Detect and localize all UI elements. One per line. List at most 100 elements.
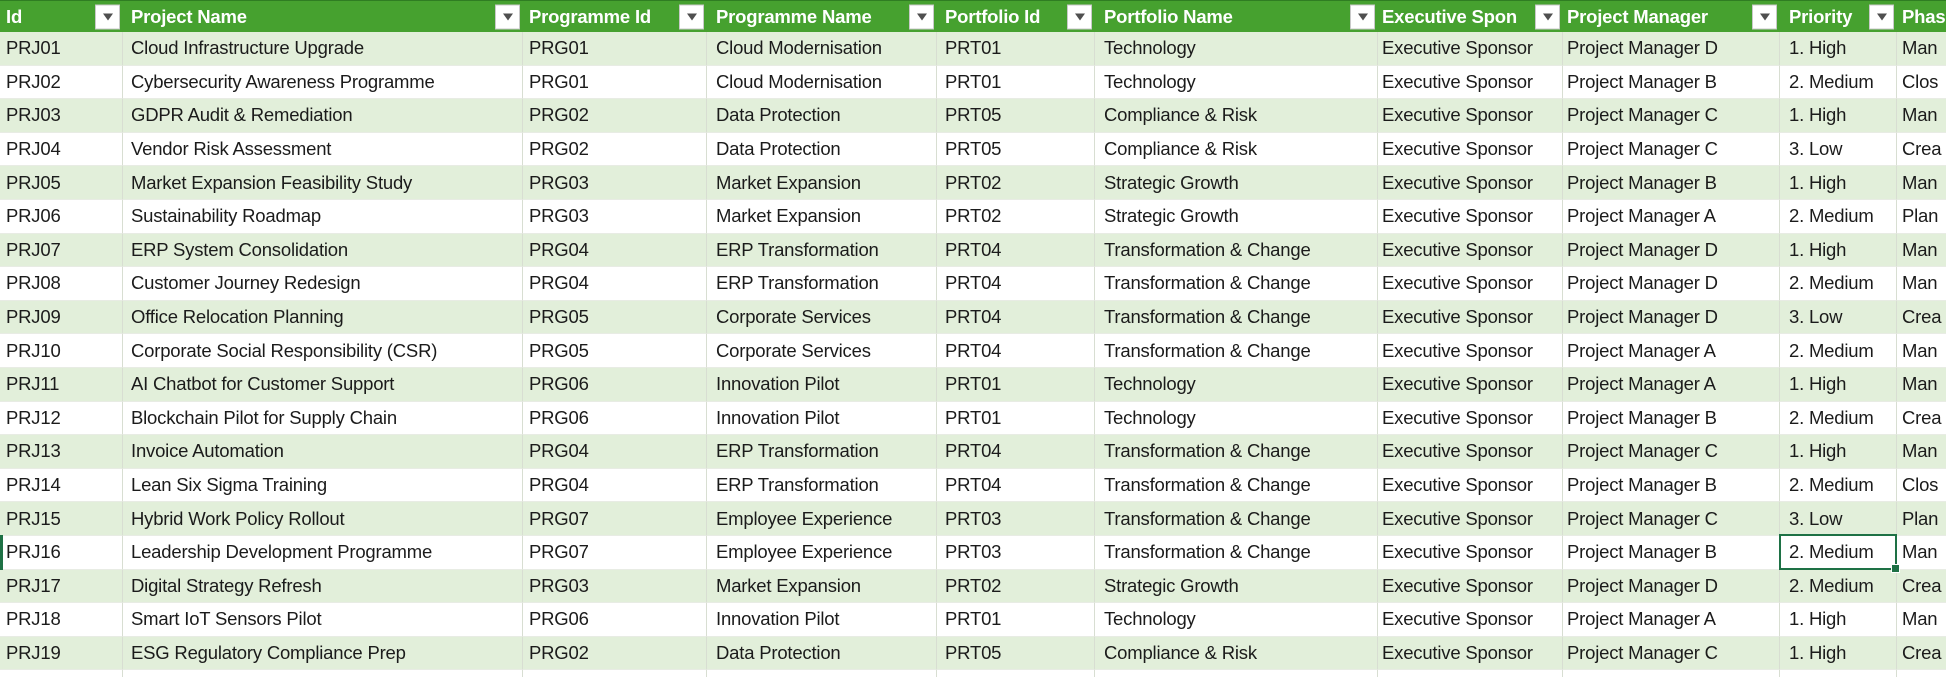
cell-PRJ02-project_manager[interactable]: Project Manager B: [1563, 65, 1780, 100]
cell-PRJ04-programme_name[interactable]: Data Protection: [707, 132, 937, 167]
cell-PRJ07-priority[interactable]: 1. High: [1780, 233, 1897, 268]
column-header-project_manager[interactable]: Project Manager: [1563, 1, 1780, 32]
cell-PRJ09-id[interactable]: PRJ09: [0, 300, 123, 335]
cell-PRJ02-phase[interactable]: Clos: [1897, 66, 1946, 100]
cell-PRJ01-programme_name[interactable]: Cloud Modernisation: [707, 32, 937, 66]
cell-PRJ16-programme_name[interactable]: Employee Experience: [707, 535, 937, 570]
cell-PRJ14-id[interactable]: PRJ14: [0, 468, 123, 503]
cell-PRJ01-executive_sponsor[interactable]: Executive Sponsor: [1378, 32, 1563, 66]
cell-PRJ17-portfolio_name[interactable]: Strategic Growth: [1095, 569, 1378, 604]
cell-PRJ03-programme_id[interactable]: PRG02: [523, 99, 707, 133]
cell-PRJ09-project_manager[interactable]: Project Manager D: [1563, 300, 1780, 335]
cell-PRJ19-project_name[interactable]: ESG Regulatory Compliance Prep: [123, 636, 523, 671]
column-header-id[interactable]: Id: [0, 1, 123, 32]
cell-PRJ07-programme_name[interactable]: ERP Transformation: [707, 233, 937, 268]
cell-PRJ08-programme_id[interactable]: PRG04: [523, 267, 707, 301]
cell-PRJ01-id[interactable]: PRJ01: [0, 32, 123, 66]
cell-empty[interactable]: [1897, 670, 1946, 677]
cell-PRJ02-executive_sponsor[interactable]: Executive Sponsor: [1378, 65, 1563, 100]
filter-dropdown-button[interactable]: [1350, 4, 1375, 29]
cell-PRJ03-priority[interactable]: 1. High: [1780, 99, 1897, 133]
cell-PRJ16-portfolio_id[interactable]: PRT03: [937, 535, 1095, 570]
cell-PRJ03-phase[interactable]: Man: [1897, 99, 1946, 133]
cell-PRJ19-project_manager[interactable]: Project Manager C: [1563, 636, 1780, 671]
cell-PRJ13-priority[interactable]: 1. High: [1780, 435, 1897, 469]
cell-empty[interactable]: [1780, 670, 1897, 677]
cell-PRJ18-portfolio_id[interactable]: PRT01: [937, 603, 1095, 637]
cell-PRJ08-project_manager[interactable]: Project Manager D: [1563, 267, 1780, 301]
cell-PRJ07-portfolio_name[interactable]: Transformation & Change: [1095, 233, 1378, 268]
cell-PRJ15-id[interactable]: PRJ15: [0, 502, 123, 536]
cell-PRJ05-priority[interactable]: 1. High: [1780, 166, 1897, 200]
cell-PRJ12-phase[interactable]: Crea: [1897, 402, 1946, 436]
cell-empty[interactable]: [707, 670, 937, 677]
cell-PRJ13-programme_id[interactable]: PRG04: [523, 435, 707, 469]
filter-dropdown-button[interactable]: [909, 4, 934, 29]
cell-PRJ15-programme_name[interactable]: Employee Experience: [707, 502, 937, 536]
cell-PRJ15-programme_id[interactable]: PRG07: [523, 502, 707, 536]
cell-empty[interactable]: [1095, 670, 1378, 677]
cell-PRJ14-portfolio_name[interactable]: Transformation & Change: [1095, 468, 1378, 503]
cell-PRJ01-project_manager[interactable]: Project Manager D: [1563, 32, 1780, 66]
cell-PRJ01-portfolio_id[interactable]: PRT01: [937, 32, 1095, 66]
cell-PRJ14-project_name[interactable]: Lean Six Sigma Training: [123, 468, 523, 503]
cell-PRJ01-priority[interactable]: 1. High: [1780, 32, 1897, 66]
cell-PRJ11-programme_name[interactable]: Innovation Pilot: [707, 367, 937, 402]
cell-PRJ07-portfolio_id[interactable]: PRT04: [937, 233, 1095, 268]
cell-PRJ13-portfolio_name[interactable]: Transformation & Change: [1095, 435, 1378, 469]
cell-PRJ17-executive_sponsor[interactable]: Executive Sponsor: [1378, 569, 1563, 604]
cell-PRJ18-priority[interactable]: 1. High: [1780, 603, 1897, 637]
cell-PRJ10-priority[interactable]: 2. Medium: [1780, 334, 1897, 368]
cell-PRJ08-portfolio_name[interactable]: Transformation & Change: [1095, 267, 1378, 301]
cell-PRJ02-programme_id[interactable]: PRG01: [523, 65, 707, 100]
cell-PRJ19-portfolio_name[interactable]: Compliance & Risk: [1095, 636, 1378, 671]
cell-empty[interactable]: [123, 670, 523, 677]
cell-PRJ14-portfolio_id[interactable]: PRT04: [937, 468, 1095, 503]
cell-PRJ14-priority[interactable]: 2. Medium: [1780, 468, 1897, 503]
cell-PRJ12-programme_name[interactable]: Innovation Pilot: [707, 401, 937, 436]
column-header-phase[interactable]: Phas: [1897, 1, 1946, 32]
cell-PRJ08-executive_sponsor[interactable]: Executive Sponsor: [1378, 267, 1563, 301]
cell-PRJ02-id[interactable]: PRJ02: [0, 65, 123, 100]
cell-PRJ16-id[interactable]: PRJ16: [0, 535, 123, 570]
cell-PRJ17-programme_id[interactable]: PRG03: [523, 569, 707, 604]
cell-PRJ13-programme_name[interactable]: ERP Transformation: [707, 435, 937, 469]
cell-PRJ17-priority[interactable]: 2. Medium: [1780, 569, 1897, 604]
filter-dropdown-button[interactable]: [1067, 4, 1092, 29]
cell-PRJ18-executive_sponsor[interactable]: Executive Sponsor: [1378, 603, 1563, 637]
column-header-portfolio_id[interactable]: Portfolio Id: [937, 1, 1095, 32]
cell-PRJ04-programme_id[interactable]: PRG02: [523, 132, 707, 167]
cell-PRJ07-programme_id[interactable]: PRG04: [523, 233, 707, 268]
cell-PRJ15-project_manager[interactable]: Project Manager C: [1563, 502, 1780, 536]
cell-PRJ14-programme_id[interactable]: PRG04: [523, 468, 707, 503]
cell-PRJ04-project_name[interactable]: Vendor Risk Assessment: [123, 132, 523, 167]
cell-PRJ16-phase[interactable]: Man: [1897, 536, 1946, 570]
cell-PRJ05-phase[interactable]: Man: [1897, 166, 1946, 200]
cell-PRJ12-id[interactable]: PRJ12: [0, 401, 123, 436]
cell-PRJ01-programme_id[interactable]: PRG01: [523, 32, 707, 66]
cell-PRJ10-id[interactable]: PRJ10: [0, 334, 123, 368]
cell-PRJ07-id[interactable]: PRJ07: [0, 233, 123, 268]
column-header-portfolio_name[interactable]: Portfolio Name: [1095, 1, 1378, 32]
cell-PRJ06-programme_name[interactable]: Market Expansion: [707, 199, 937, 234]
cell-PRJ06-portfolio_id[interactable]: PRT02: [937, 199, 1095, 234]
cell-PRJ17-id[interactable]: PRJ17: [0, 569, 123, 604]
cell-empty[interactable]: [937, 670, 1095, 677]
cell-PRJ07-phase[interactable]: Man: [1897, 234, 1946, 268]
cell-PRJ02-priority[interactable]: 2. Medium: [1780, 65, 1897, 100]
cell-PRJ06-executive_sponsor[interactable]: Executive Sponsor: [1378, 199, 1563, 234]
filter-dropdown-button[interactable]: [95, 4, 120, 29]
cell-PRJ06-project_manager[interactable]: Project Manager A: [1563, 199, 1780, 234]
cell-PRJ13-project_manager[interactable]: Project Manager C: [1563, 435, 1780, 469]
cell-PRJ02-portfolio_id[interactable]: PRT01: [937, 65, 1095, 100]
cell-PRJ03-portfolio_id[interactable]: PRT05: [937, 99, 1095, 133]
cell-PRJ02-programme_name[interactable]: Cloud Modernisation: [707, 65, 937, 100]
cell-PRJ17-project_manager[interactable]: Project Manager D: [1563, 569, 1780, 604]
cell-PRJ09-phase[interactable]: Crea: [1897, 301, 1946, 335]
filter-dropdown-button[interactable]: [1752, 4, 1777, 29]
cell-PRJ19-programme_name[interactable]: Data Protection: [707, 636, 937, 671]
cell-PRJ10-portfolio_id[interactable]: PRT04: [937, 334, 1095, 368]
cell-PRJ16-programme_id[interactable]: PRG07: [523, 535, 707, 570]
cell-PRJ17-programme_name[interactable]: Market Expansion: [707, 569, 937, 604]
cell-PRJ09-programme_name[interactable]: Corporate Services: [707, 300, 937, 335]
